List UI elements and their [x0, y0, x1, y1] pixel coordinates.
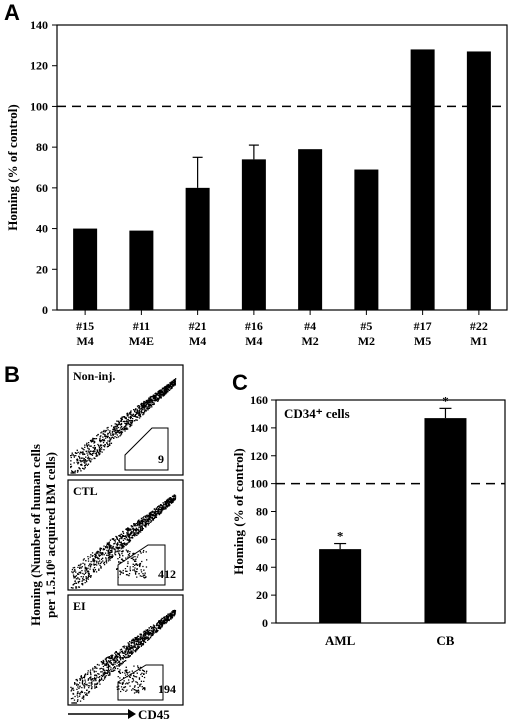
flow-events — [70, 378, 177, 474]
y-tick-label: 140 — [30, 18, 48, 32]
flow-plot-label: CTL — [73, 484, 98, 498]
x-tick-label: #17 — [414, 319, 432, 333]
flow-label-bg — [71, 483, 129, 499]
bar — [319, 549, 362, 623]
chart-b: Non-inj. 9 CTL 412 EI 194 Homing (Number of hu… — [28, 364, 184, 722]
plot-frame — [56, 24, 508, 311]
x-tick-label: CB — [436, 633, 454, 648]
flow-plot-label: EI — [73, 599, 86, 613]
panel-b-letter: B — [4, 362, 20, 387]
gate-count: 194 — [158, 682, 176, 696]
flow-events — [70, 609, 177, 704]
x-tick-label: #22 — [470, 319, 488, 333]
x-tick-sublabel: M2 — [358, 334, 375, 348]
x-tick-label: #21 — [189, 319, 207, 333]
y-axis-label: Homing (% of control) — [5, 104, 20, 231]
y-tick-label: 60 — [36, 181, 48, 195]
chart-title: CD34⁺ cells — [284, 406, 350, 421]
panel-c-letter: C — [232, 370, 248, 395]
plot-frame — [275, 399, 506, 624]
y-tick-label: 40 — [256, 560, 268, 574]
y-tick-label: 0 — [262, 616, 268, 630]
y-axis-label: Homing (% of control) — [231, 448, 246, 575]
gate-count: 412 — [158, 567, 176, 581]
significance-marker: * — [442, 393, 449, 408]
bar — [185, 187, 210, 310]
x-tick-label: #4 — [304, 319, 316, 333]
bar — [73, 228, 98, 310]
bar — [424, 418, 467, 623]
x-tick-label: AML — [325, 633, 356, 648]
x-tick-sublabel: M1 — [470, 334, 487, 348]
y-axis-label-line1: Homing (Number of human cells — [28, 444, 43, 626]
bar — [241, 159, 266, 310]
y-tick-label: 120 — [30, 59, 48, 73]
bar — [466, 51, 491, 310]
chart-a: 020406080100120140#15M4#11M4E#21M4#16M4#… — [5, 18, 508, 348]
y-tick-label: 0 — [42, 303, 48, 317]
bar — [410, 49, 435, 311]
x-axis-arrow-head — [128, 709, 136, 719]
y-tick-label: 80 — [256, 505, 268, 519]
flow-gate — [124, 427, 169, 471]
x-tick-sublabel: M4 — [76, 334, 93, 348]
x-tick-sublabel: M2 — [301, 334, 318, 348]
y-tick-label: 140 — [250, 421, 268, 435]
flow-label-bg — [71, 598, 129, 614]
y-tick-label: 40 — [36, 222, 48, 236]
flow-plot: EI 194 — [67, 594, 184, 706]
flow-plot: CTL 412 — [67, 479, 184, 591]
flow-events — [70, 494, 177, 589]
panel-a-letter: A — [4, 0, 20, 25]
significance-marker: * — [337, 529, 344, 544]
y-tick-label: 100 — [250, 477, 268, 491]
x-tick-sublabel: M5 — [414, 334, 431, 348]
x-tick-label: #5 — [360, 319, 372, 333]
chart-c: 0 20 40 60 80 100 120 140 160 * AML * CB CD34⁺ cells H… — [231, 393, 506, 648]
x-tick-label: #16 — [245, 319, 263, 333]
y-tick-label: 80 — [36, 140, 48, 154]
y-tick-label: 100 — [30, 99, 48, 113]
flow-gate — [117, 544, 166, 586]
y-tick-label: 20 — [256, 588, 268, 602]
x-tick-sublabel: M4 — [189, 334, 206, 348]
gate-count: 9 — [158, 452, 164, 466]
x-tick-label: #11 — [133, 319, 150, 333]
y-tick-label: 60 — [256, 532, 268, 546]
y-tick-label: 120 — [250, 449, 268, 463]
x-axis-label: CD45 — [138, 707, 170, 722]
bar — [298, 149, 323, 310]
flow-plot: Non-inj. 9 — [67, 364, 184, 476]
bar — [129, 230, 154, 310]
y-axis-label-line2: per 1.5.10⁶ acquired BM cells) — [43, 452, 58, 618]
bar — [354, 169, 379, 310]
flow-label-bg — [71, 368, 129, 384]
x-tick-sublabel: M4E — [129, 334, 154, 348]
x-tick-label: #15 — [76, 319, 94, 333]
flow-plot-label: Non-inj. — [73, 369, 115, 383]
y-tick-label: 160 — [250, 393, 268, 407]
x-tick-sublabel: M4 — [245, 334, 262, 348]
flow-gate — [117, 664, 164, 701]
y-tick-label: 20 — [36, 262, 48, 276]
